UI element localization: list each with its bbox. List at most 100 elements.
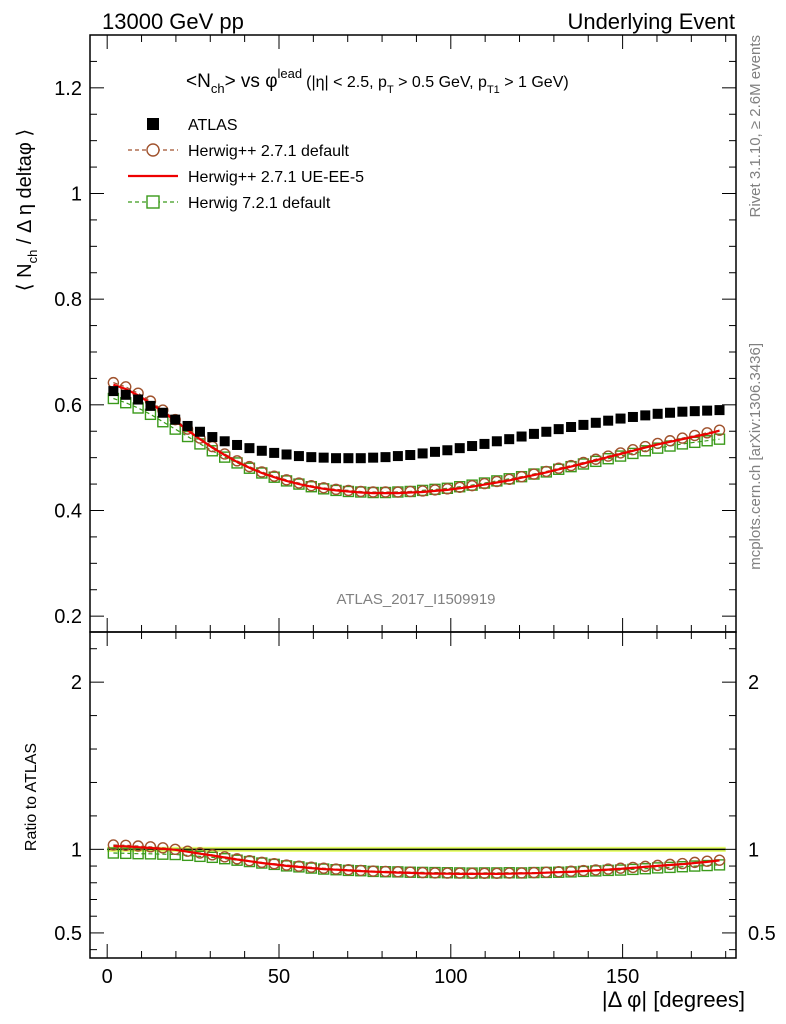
mcplots-note: mcplots.cern.ch [arXiv:1306.3436] xyxy=(747,343,764,570)
legend-square-marker xyxy=(146,195,160,209)
legend-label: Herwig 7.2.1 default xyxy=(188,195,331,212)
upper-atlas-point xyxy=(293,451,304,462)
lower-y-tick-label-left: 2 xyxy=(71,672,82,694)
upper-y-tick-label: 1.2 xyxy=(54,78,82,100)
title-sub-ch: ch xyxy=(211,81,225,96)
lower-y-tick-label-right: 1 xyxy=(748,839,759,861)
upper-atlas-point xyxy=(108,386,119,397)
upper-plot-series xyxy=(107,376,726,499)
legend-label: ATLAS xyxy=(188,117,238,134)
title-cut-open: (|η| < 2.5, p xyxy=(306,74,387,91)
upper-atlas-point xyxy=(232,439,243,450)
upper-atlas-point xyxy=(627,411,638,422)
lower-herwig-7-2-1-default-point xyxy=(120,847,132,860)
lower-axis-ticks: 0.5 0.5 1 1 2 2 0 50 100 150 xyxy=(54,632,776,988)
upper-atlas-point xyxy=(256,445,267,456)
upper-y-tick-label: 1 xyxy=(71,183,82,205)
upper-atlas-point xyxy=(244,443,255,454)
upper-plot-frame xyxy=(89,34,737,633)
upper-atlas-point xyxy=(343,453,354,464)
ylabel-open: ⟨ N xyxy=(14,263,36,291)
upper-atlas-point xyxy=(504,434,515,445)
upper-atlas-point xyxy=(207,432,218,443)
upper-atlas-point xyxy=(491,436,502,447)
upper-atlas-point xyxy=(615,413,626,424)
analysis-watermark: ATLAS_2017_I1509919 xyxy=(336,591,495,608)
upper-y-tick-label: 0.4 xyxy=(54,500,82,522)
upper-y-tick-label: 0.2 xyxy=(54,606,82,628)
title-cut-close: > 1 GeV) xyxy=(500,74,569,91)
legend-label: Herwig++ 2.7.1 UE-EE-5 xyxy=(188,169,364,186)
lower-herwig-7-2-1-default-point xyxy=(689,860,701,872)
upper-herwig-2-7-1-default-point xyxy=(243,460,256,473)
upper-herwig-2-7-1-default-point xyxy=(713,424,726,436)
ylabel-rest: / Δ η deltaφ ⟩ xyxy=(14,129,36,250)
upper-atlas-point xyxy=(170,414,181,425)
lower-herwig-7-2-1-default-point xyxy=(107,847,120,859)
upper-atlas-point xyxy=(145,400,156,411)
upper-atlas-point xyxy=(689,406,700,417)
upper-herwig-2-7-1-ue-ee-5-line xyxy=(113,383,720,495)
upper-atlas-point xyxy=(380,452,391,463)
x-tick-label: 0 xyxy=(102,966,113,988)
upper-y-axis-label: ⟨ Nch / Δ η deltaφ ⟩ xyxy=(14,129,40,291)
upper-atlas-point xyxy=(269,447,280,458)
lower-herwig-7-2-1-default-point xyxy=(676,861,689,873)
rivet-note: Rivet 3.1.10, ≥ 2.6M events xyxy=(747,35,764,218)
lower-herwig-7-2-1-default-point xyxy=(713,859,726,871)
upper-atlas-point xyxy=(429,446,440,457)
upper-atlas-point xyxy=(541,426,552,437)
lower-y-axis-label: Ratio to ATLAS xyxy=(23,743,40,851)
title-sub-t1: T1 xyxy=(487,84,500,96)
upper-herwig-7-2-1-default-point xyxy=(713,433,726,445)
upper-atlas-point xyxy=(652,408,663,419)
ylabel-sub: ch xyxy=(25,250,40,264)
x-axis-label: |Δ φ| [degrees] xyxy=(602,987,745,1012)
header-left: 13000 GeV pp xyxy=(102,9,244,34)
legend-atlas-marker xyxy=(147,118,159,130)
upper-atlas-point xyxy=(281,449,292,460)
lower-herwig-7-2-1-default-point xyxy=(664,861,676,874)
upper-atlas-point xyxy=(318,452,329,463)
upper-atlas-point xyxy=(417,448,428,459)
upper-atlas-point xyxy=(578,419,589,430)
upper-atlas-point xyxy=(331,453,342,464)
upper-atlas-point xyxy=(677,406,688,417)
upper-atlas-point xyxy=(133,394,144,405)
upper-atlas-point xyxy=(603,415,614,426)
upper-y-tick-label: 0.8 xyxy=(54,289,82,311)
upper-atlas-point xyxy=(590,417,601,428)
upper-herwig-7-2-1-default-point xyxy=(627,447,639,460)
x-tick-label: 100 xyxy=(434,966,467,988)
upper-atlas-point xyxy=(355,453,366,464)
header-right: Underlying Event xyxy=(567,9,735,34)
upper-atlas-point xyxy=(182,420,193,431)
upper-atlas-point xyxy=(714,405,725,416)
upper-herwig-2-7-1-default-point xyxy=(218,448,231,460)
lower-y-tick-label-right: 0.5 xyxy=(748,923,776,945)
upper-atlas-point xyxy=(368,452,379,463)
upper-herwig-2-7-1-default-point xyxy=(379,486,392,498)
x-tick-label: 50 xyxy=(268,966,290,988)
lower-plot-series xyxy=(107,839,726,879)
upper-atlas-point xyxy=(479,438,490,449)
upper-atlas-point xyxy=(454,443,465,454)
ratio-reference-band xyxy=(107,846,726,852)
upper-axis-ticks: 0.2 0.4 0.6 0.8 1 1.2 xyxy=(54,34,736,632)
upper-atlas-point xyxy=(219,436,230,447)
lower-y-tick-label-left: 0.5 xyxy=(54,923,82,945)
upper-atlas-point xyxy=(467,441,478,452)
upper-atlas-point xyxy=(553,424,564,435)
upper-y-tick-label: 0.6 xyxy=(54,395,82,417)
upper-herwig-2-7-1-default-point xyxy=(231,455,243,467)
legend-circle-marker xyxy=(146,143,160,157)
upper-atlas-point xyxy=(516,431,527,442)
title-open: <N xyxy=(186,71,211,92)
upper-atlas-point xyxy=(528,428,539,439)
upper-atlas-point xyxy=(566,422,577,433)
upper-atlas-point xyxy=(306,452,317,463)
upper-atlas-point xyxy=(194,426,205,437)
legend-label: Herwig++ 2.7.1 default xyxy=(188,143,350,160)
lower-herwig-7-2-1-default-point xyxy=(701,859,713,872)
